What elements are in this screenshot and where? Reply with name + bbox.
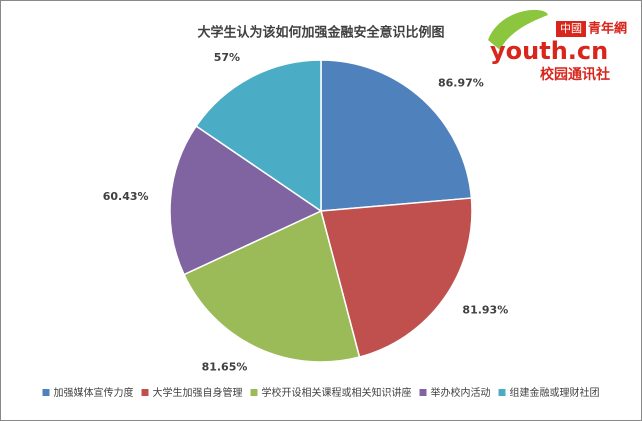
legend-swatch [498,389,506,396]
logo-leaf [488,9,548,51]
data-label: 81.93% [462,304,508,317]
legend-label: 组建金融或理财社团 [510,386,600,399]
legend-swatch [141,389,149,396]
legend-label: 学校开设相关课程或相关知识讲座 [262,386,412,399]
legend-item: 组建金融或理财社团 [498,386,600,399]
pie-slice [195,59,322,213]
logo-badge [556,21,586,37]
logo-site: youth.cn [490,37,608,65]
pie-slice [320,59,473,212]
pie-slice [320,197,473,358]
data-label: 86.97% [438,77,484,90]
legend-swatch [419,389,427,396]
logo-unit: 校园通讯社 [540,66,610,83]
legend-label: 举办校内活动 [431,386,491,399]
pie-slice [183,209,361,363]
data-label: 81.65% [202,361,248,374]
legend-swatch [42,389,50,396]
logo: 中國 青年網 youth.cn 校园通讯社 [488,9,627,83]
data-label: 60.43% [103,190,149,203]
data-label: 57% [214,51,240,64]
legend-swatch [250,389,258,396]
logo-name: 青年網 [588,21,627,37]
legend-item: 加强媒体宣传力度 [42,386,134,399]
legend-item: 学校开设相关课程或相关知识讲座 [250,386,412,399]
logo-brand: 中國 [560,22,582,35]
legend-item: 大学生加强自身管理 [141,386,243,399]
pie-slice [169,125,323,276]
legend-item: 举办校内活动 [419,386,491,399]
legend-label: 加强媒体宣传力度 [54,386,134,399]
chart-title: 大学生认为该如何加强金融安全意识比例图 [197,25,444,41]
legend-label: 大学生加强自身管理 [153,386,243,399]
